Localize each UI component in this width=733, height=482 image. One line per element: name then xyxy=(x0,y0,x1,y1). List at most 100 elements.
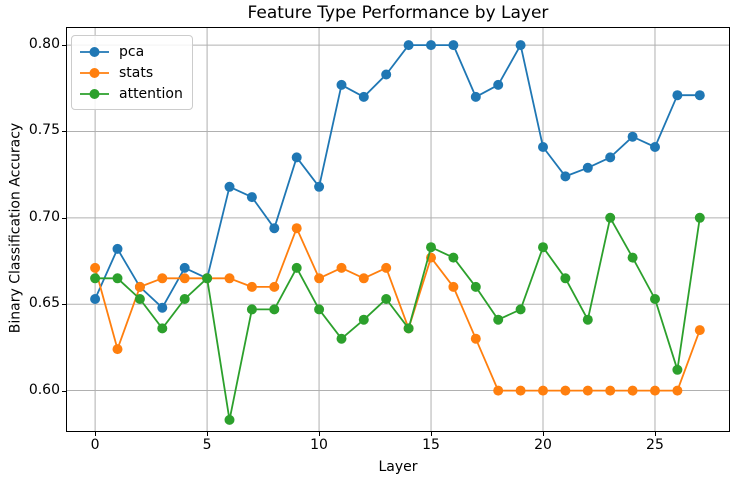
series-line-pca xyxy=(94,44,700,309)
attention-point-15 xyxy=(426,242,436,253)
y-axis-label: Binary Classification Accuracy xyxy=(7,122,24,334)
x-tick-mark-20 xyxy=(543,432,544,436)
pca-point-8 xyxy=(269,223,280,234)
attention-point-4 xyxy=(179,294,190,304)
pca-point-17 xyxy=(470,91,481,102)
x-tick-label-20: 20 xyxy=(534,437,552,453)
stats-point-13 xyxy=(381,262,392,273)
attention-point-19 xyxy=(515,304,526,315)
y-tick-label-0.65: 0.65 xyxy=(28,295,60,312)
legend-item-stats: stats xyxy=(79,62,183,83)
attention-point-17 xyxy=(470,281,481,292)
attention-point-12 xyxy=(358,314,369,325)
stats-point-2 xyxy=(134,281,145,292)
x-tick-mark-25 xyxy=(654,432,656,436)
attention-point-13 xyxy=(381,294,392,304)
y-tick-label-0.75: 0.75 xyxy=(28,122,60,139)
attention-point-7 xyxy=(246,304,257,315)
attention-point-20 xyxy=(538,242,548,253)
attention-point-27 xyxy=(694,212,705,223)
legend-label: stats xyxy=(119,64,154,81)
pca-point-3 xyxy=(157,302,168,313)
pca-point-19 xyxy=(515,40,526,51)
pca-point-7 xyxy=(246,192,257,203)
y-tick-label-0.80: 0.80 xyxy=(28,36,60,53)
stats-point-27 xyxy=(694,325,705,336)
pca-point-25 xyxy=(650,142,660,152)
stats-point-4 xyxy=(179,273,190,284)
pca-point-4 xyxy=(179,262,190,273)
stats-line-sample-icon xyxy=(80,67,109,78)
stats-point-18 xyxy=(493,385,504,396)
pca-point-18 xyxy=(493,79,504,90)
attention-point-8 xyxy=(269,304,280,315)
pca-point-0 xyxy=(90,294,101,304)
attention-point-23 xyxy=(605,212,616,223)
legend-label: attention xyxy=(119,85,183,102)
legend-marker xyxy=(89,46,100,57)
pca-point-21 xyxy=(560,171,571,182)
stats-point-1 xyxy=(112,344,123,355)
y-tick-mark-0.70 xyxy=(62,217,66,219)
pca-point-1 xyxy=(112,243,123,254)
stats-point-16 xyxy=(448,281,459,292)
attention-point-2 xyxy=(134,294,145,304)
stats-point-26 xyxy=(672,385,683,396)
attention-point-22 xyxy=(582,314,593,325)
attention-point-16 xyxy=(448,252,459,263)
pca-point-22 xyxy=(582,162,593,173)
x-tick-label-5: 5 xyxy=(202,437,212,453)
chart-title: Feature Type Performance by Layer xyxy=(247,3,549,23)
pca-point-14 xyxy=(403,40,414,51)
y-tick-mark-0.75 xyxy=(62,131,66,133)
pca-point-12 xyxy=(358,91,369,102)
pca-point-23 xyxy=(605,152,616,163)
stats-point-19 xyxy=(515,385,526,396)
attention-point-1 xyxy=(112,273,123,284)
attention-point-0 xyxy=(90,273,101,284)
x-tick-mark-0 xyxy=(95,432,97,436)
attention-point-6 xyxy=(224,414,235,425)
stats-point-21 xyxy=(560,385,571,396)
stats-point-9 xyxy=(291,223,302,234)
legend-marker xyxy=(89,67,100,78)
x-tick-label-15: 15 xyxy=(422,437,440,453)
pca-point-26 xyxy=(672,90,683,101)
stats-point-6 xyxy=(224,273,235,284)
pca-point-15 xyxy=(426,40,436,51)
attention-point-10 xyxy=(314,304,325,315)
stats-point-7 xyxy=(246,281,257,292)
series-line-attention xyxy=(95,216,701,421)
attention-point-11 xyxy=(336,333,347,344)
x-tick-mark-15 xyxy=(431,432,433,436)
attention-point-24 xyxy=(627,252,638,263)
legend: pca stats attention xyxy=(71,35,193,110)
y-tick-label-0.70: 0.70 xyxy=(28,208,60,225)
stats-point-3 xyxy=(157,273,168,284)
attention-point-25 xyxy=(650,294,660,304)
stats-point-8 xyxy=(269,281,280,292)
stats-point-10 xyxy=(314,273,325,284)
pca-point-16 xyxy=(448,40,459,51)
pca-point-9 xyxy=(291,152,302,163)
stats-point-17 xyxy=(470,333,481,344)
attention-point-3 xyxy=(157,323,168,334)
y-tick-mark-0.60 xyxy=(62,390,66,392)
attention-point-18 xyxy=(493,314,504,325)
pca-point-20 xyxy=(538,142,548,152)
pca-point-27 xyxy=(694,90,705,101)
attention-point-5 xyxy=(202,273,213,284)
stats-point-20 xyxy=(538,385,548,396)
stats-point-22 xyxy=(582,385,593,396)
y-tick-mark-0.80 xyxy=(62,45,66,47)
x-tick-mark-10 xyxy=(319,432,321,436)
attention-point-21 xyxy=(560,273,571,284)
attention-line-sample-icon xyxy=(80,88,109,99)
x-axis-label: Layer xyxy=(378,459,418,475)
x-tick-label-25: 25 xyxy=(646,437,664,453)
x-tick-label-0: 0 xyxy=(90,437,100,453)
pca-point-6 xyxy=(224,181,235,192)
x-tick-label-10: 10 xyxy=(310,437,328,453)
pca-point-24 xyxy=(627,131,638,142)
